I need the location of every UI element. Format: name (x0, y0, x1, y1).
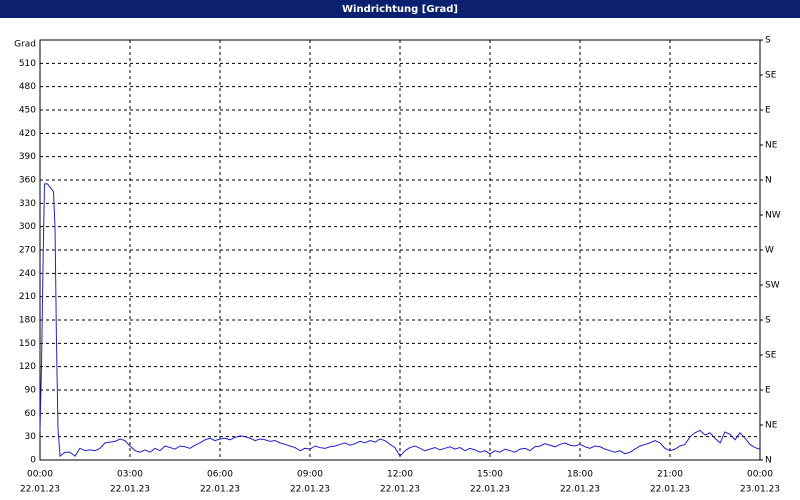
x-tick-date: 22.01.23 (110, 485, 150, 495)
y-tick-label: 210 (19, 292, 36, 302)
y-tick-label: 330 (19, 199, 36, 209)
y-axis-label: Grad (14, 40, 36, 50)
x-tick-label: 06:00 (207, 470, 233, 480)
x-tick-date: 22.01.23 (200, 485, 240, 495)
y2-tick-label: E (765, 386, 771, 396)
y-tick-label: 150 (19, 339, 36, 349)
plot-frame (39, 39, 761, 461)
y-tick-label: 270 (19, 246, 36, 256)
y2-tick-label: S (765, 36, 771, 46)
y2-tick-label: SE (765, 351, 777, 361)
y2-tick-label: NE (765, 421, 778, 431)
y-tick-label: 510 (19, 59, 36, 69)
y-tick-label: 420 (19, 129, 36, 139)
y2-tick-label: SW (765, 281, 780, 291)
x-tick-date: 22.01.23 (290, 485, 330, 495)
x-tick-date: 22.01.23 (20, 485, 60, 495)
x-tick-date: 23.01.23 (740, 485, 780, 495)
y2-tick-label: N (765, 176, 772, 186)
x-tick-date: 22.01.23 (470, 485, 510, 495)
chart-title: Windrichtung [Grad] (342, 4, 458, 15)
y2-tick-label: W (765, 246, 774, 256)
x-tick-label: 18:00 (567, 470, 593, 480)
y2-tick-label: S (765, 316, 771, 326)
data-line (39, 183, 761, 458)
y-tick-label: 240 (19, 269, 36, 279)
x-tick-date: 22.01.23 (560, 485, 600, 495)
x-tick-label: 00:00 (747, 470, 773, 480)
x-tick-label: 21:00 (657, 470, 683, 480)
y2-tick-label: E (765, 106, 771, 116)
y-tick-label: 480 (19, 82, 36, 92)
x-tick-date: 22.01.23 (650, 485, 690, 495)
y2-tick-label: NE (765, 141, 778, 151)
y-tick-label: 120 (19, 362, 36, 372)
y-tick-label: 60 (25, 409, 37, 419)
x-tick-label: 03:00 (117, 470, 143, 480)
y-tick-label: 90 (25, 386, 37, 396)
y2-tick-label: NW (765, 211, 781, 221)
y-tick-label: 0 (30, 456, 36, 466)
x-tick-label: 00:00 (27, 470, 53, 480)
y-tick-label: 30 (25, 432, 37, 442)
y2-tick-label: N (765, 456, 772, 466)
y-tick-label: 360 (19, 176, 36, 186)
y-tick-label: 180 (19, 316, 36, 326)
title-bar (0, 0, 800, 18)
x-tick-label: 09:00 (297, 470, 323, 480)
y-tick-label: 390 (19, 152, 36, 162)
x-tick-label: 12:00 (387, 470, 413, 480)
y-tick-label: 450 (19, 106, 36, 116)
y2-tick-label: SE (765, 71, 777, 81)
y-tick-label: 300 (19, 222, 36, 232)
x-tick-date: 22.01.23 (380, 485, 420, 495)
x-tick-label: 15:00 (477, 470, 503, 480)
